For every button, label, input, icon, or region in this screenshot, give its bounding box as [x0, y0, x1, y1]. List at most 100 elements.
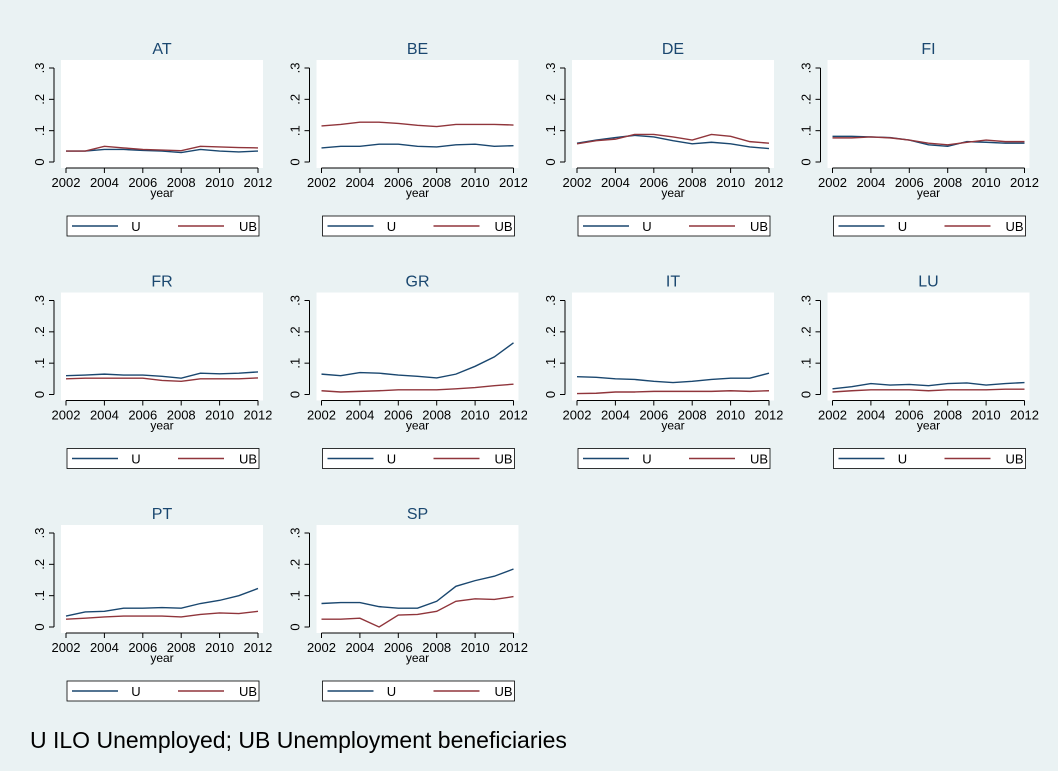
y-tick-label: .2 — [32, 94, 47, 105]
x-tick-label: 2002 — [307, 640, 336, 655]
y-tick-label: .3 — [288, 295, 303, 306]
panel: AT 0 .1 .2 .3 2002 2004 2006 2008 2010 2012 year U UB — [16, 26, 272, 238]
series-line — [321, 143, 514, 149]
x-tick-label: 2010 — [205, 175, 234, 190]
x-tick-label: 2004 — [345, 640, 374, 655]
x-tick-label: 2004 — [601, 408, 630, 423]
x-tick-label: 2006 — [895, 175, 924, 190]
x-tick-label: 2004 — [90, 175, 119, 190]
y-tick-label: .3 — [799, 295, 814, 306]
panel-title: BE — [407, 41, 428, 58]
panel-title: AT — [152, 41, 171, 58]
series-line — [65, 610, 259, 620]
x-axis-label: year — [917, 186, 940, 200]
x-tick-label: 2002 — [307, 175, 336, 190]
x-tick-label: 2008 — [422, 175, 451, 190]
x-tick-label: 2006 — [128, 640, 157, 655]
x-tick-label: 2002 — [52, 408, 81, 423]
x-tick-label: 2010 — [205, 640, 234, 655]
x-tick-label: 2004 — [856, 408, 885, 423]
legend-box — [833, 215, 1026, 237]
y-tick-label: .1 — [32, 125, 47, 136]
x-tick-label: 2010 — [972, 408, 1001, 423]
y-tick-label: .3 — [799, 63, 814, 74]
legend-label: UB — [494, 684, 512, 699]
legend-box — [833, 448, 1026, 469]
legend-label: U — [387, 219, 396, 234]
y-tick-label: 0 — [32, 158, 47, 165]
series-line — [321, 568, 514, 609]
y-tick-label: .1 — [288, 590, 303, 601]
series-line — [321, 121, 514, 128]
legend-label: UB — [1005, 452, 1023, 467]
legend-label: U — [642, 219, 651, 234]
x-tick-label: 2012 — [755, 408, 784, 423]
x-tick-label: 2002 — [563, 408, 592, 423]
x-tick-label: 2012 — [499, 640, 528, 655]
legend-label: UB — [494, 452, 512, 467]
x-tick-label: 2006 — [639, 408, 668, 423]
x-tick-label: 2008 — [933, 175, 962, 190]
series-line — [576, 133, 770, 145]
y-tick-label: .2 — [799, 326, 814, 337]
x-tick-label: 2006 — [384, 175, 413, 190]
x-tick-label: 2010 — [716, 175, 745, 190]
legend-label: U — [387, 684, 396, 699]
x-tick-label: 2002 — [563, 175, 592, 190]
y-tick-label: .1 — [543, 358, 558, 369]
x-axis-label: year — [150, 186, 173, 200]
y-tick-label: .3 — [288, 63, 303, 74]
y-tick-label: .1 — [799, 125, 814, 136]
x-tick-label: 2004 — [345, 408, 374, 423]
series-line — [66, 145, 259, 152]
legend-box — [322, 680, 515, 702]
y-tick-label: 0 — [799, 391, 814, 398]
x-axis-label: year — [150, 651, 173, 665]
panel-title: PT — [152, 506, 173, 523]
series-line — [832, 136, 1025, 146]
series-line — [66, 148, 259, 154]
legend-box — [322, 215, 515, 237]
x-tick-label: 2006 — [384, 408, 413, 423]
x-tick-label: 2008 — [933, 408, 962, 423]
x-axis-label: year — [406, 651, 429, 665]
legend-label: U — [642, 452, 651, 467]
y-tick-label: .2 — [799, 94, 814, 105]
legend-box — [66, 215, 260, 237]
panel: BE 0 .1 .2 .3 2002 2004 2006 2008 2010 2012 year U UB — [271, 26, 528, 238]
plot-area — [316, 525, 519, 633]
x-tick-label: 2012 — [499, 175, 528, 190]
x-axis-label: year — [150, 419, 173, 433]
panel: DE 0 .1 .2 .3 2002 2004 2006 2008 2010 2012 year U UB — [527, 26, 783, 238]
plot-area — [827, 60, 1030, 168]
plot-area — [316, 60, 519, 168]
legend-box — [66, 448, 260, 469]
x-tick-label: 2004 — [90, 408, 119, 423]
x-tick-label: 2012 — [244, 408, 273, 423]
x-tick-label: 2012 — [244, 175, 273, 190]
x-tick-label: 2004 — [90, 640, 119, 655]
x-tick-label: 2008 — [167, 640, 196, 655]
y-tick-label: .2 — [543, 326, 558, 337]
y-tick-label: .2 — [543, 94, 558, 105]
y-tick-label: .2 — [288, 326, 303, 337]
panel: PT 0 .1 .2 .3 2002 2004 2006 2008 2010 2012 year U UB — [16, 491, 272, 703]
panel-title: GR — [406, 274, 430, 291]
legend-box — [577, 448, 771, 469]
x-axis-label: year — [661, 419, 684, 433]
x-tick-label: 2006 — [384, 640, 413, 655]
x-tick-label: 2002 — [52, 175, 81, 190]
legend-label: UB — [750, 452, 768, 467]
x-tick-label: 2010 — [461, 175, 490, 190]
x-tick-label: 2010 — [461, 640, 490, 655]
x-tick-label: 2002 — [818, 408, 847, 423]
legend-label: UB — [750, 219, 768, 234]
x-tick-label: 2006 — [128, 175, 157, 190]
panel: FR 0 .1 .2 .3 2002 2004 2006 2008 2010 2012 year U UB — [16, 258, 273, 471]
legend-label: U — [387, 452, 396, 467]
x-tick-label: 2008 — [678, 408, 707, 423]
panel: SP 0 .1 .2 .3 2002 2004 2006 2008 2010 2012 year U UB — [271, 491, 528, 703]
series-line — [65, 377, 259, 383]
y-tick-label: .2 — [32, 326, 47, 337]
y-tick-label: .3 — [32, 528, 47, 539]
